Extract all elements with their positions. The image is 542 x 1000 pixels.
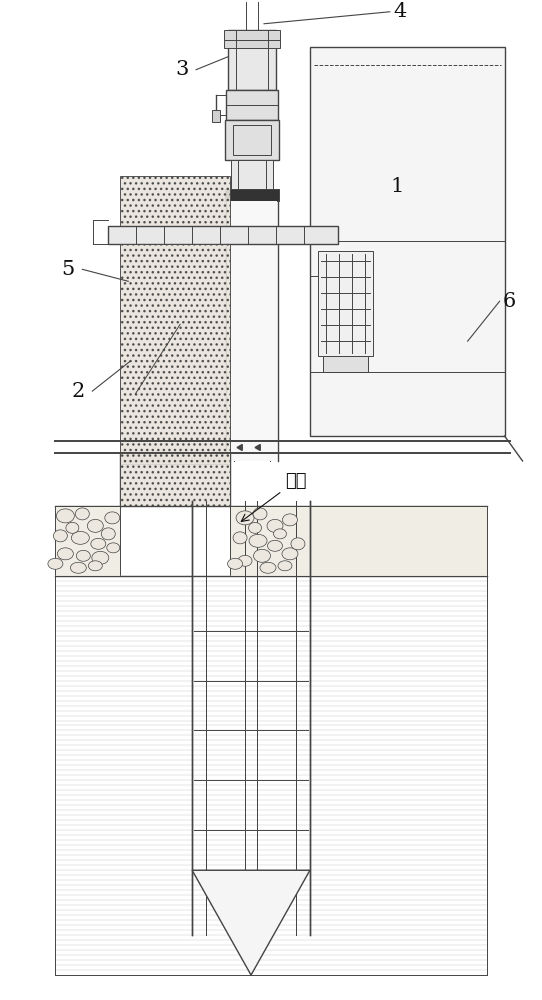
Text: 6: 6 xyxy=(503,292,516,311)
Bar xyxy=(227,201,277,461)
Bar xyxy=(228,30,276,90)
Ellipse shape xyxy=(56,509,74,523)
Ellipse shape xyxy=(282,514,298,526)
Ellipse shape xyxy=(233,532,247,544)
Ellipse shape xyxy=(107,543,120,553)
Bar xyxy=(108,226,338,244)
Bar xyxy=(233,125,271,155)
Ellipse shape xyxy=(268,540,282,551)
Ellipse shape xyxy=(282,548,298,560)
Ellipse shape xyxy=(236,511,254,525)
Bar xyxy=(224,30,280,40)
Ellipse shape xyxy=(87,519,104,532)
Polygon shape xyxy=(192,870,310,975)
Ellipse shape xyxy=(278,561,292,571)
Ellipse shape xyxy=(76,550,91,561)
Ellipse shape xyxy=(88,561,102,571)
Bar xyxy=(226,90,278,120)
Bar xyxy=(310,47,505,436)
Bar xyxy=(230,506,487,576)
Ellipse shape xyxy=(253,508,267,520)
Ellipse shape xyxy=(105,512,120,524)
Ellipse shape xyxy=(92,551,109,564)
Ellipse shape xyxy=(101,528,115,540)
Text: 5: 5 xyxy=(62,260,75,279)
Ellipse shape xyxy=(72,531,89,544)
Bar xyxy=(318,251,373,356)
Ellipse shape xyxy=(70,562,86,573)
Ellipse shape xyxy=(267,519,283,532)
Bar xyxy=(120,453,230,506)
Ellipse shape xyxy=(291,538,305,550)
Bar xyxy=(55,506,120,576)
Ellipse shape xyxy=(238,555,252,566)
Bar xyxy=(224,40,280,48)
Bar xyxy=(225,189,279,201)
Text: 3: 3 xyxy=(176,60,189,79)
Text: 2: 2 xyxy=(72,382,85,401)
Bar xyxy=(120,244,230,464)
Ellipse shape xyxy=(260,562,276,573)
Ellipse shape xyxy=(249,534,267,547)
Bar xyxy=(225,120,279,160)
Text: 4: 4 xyxy=(393,2,406,21)
Ellipse shape xyxy=(254,549,270,562)
Ellipse shape xyxy=(57,548,73,560)
Text: 河床: 河床 xyxy=(241,472,306,521)
Bar xyxy=(193,501,309,935)
Bar xyxy=(120,176,230,226)
Bar xyxy=(212,110,220,122)
Ellipse shape xyxy=(75,508,89,520)
Bar xyxy=(231,160,273,189)
Text: 1: 1 xyxy=(390,177,403,196)
Ellipse shape xyxy=(228,558,243,569)
Ellipse shape xyxy=(48,558,63,569)
Ellipse shape xyxy=(54,530,67,542)
Ellipse shape xyxy=(91,538,106,549)
Ellipse shape xyxy=(66,522,79,533)
Ellipse shape xyxy=(274,529,287,539)
Ellipse shape xyxy=(249,522,262,533)
Bar xyxy=(323,356,368,372)
